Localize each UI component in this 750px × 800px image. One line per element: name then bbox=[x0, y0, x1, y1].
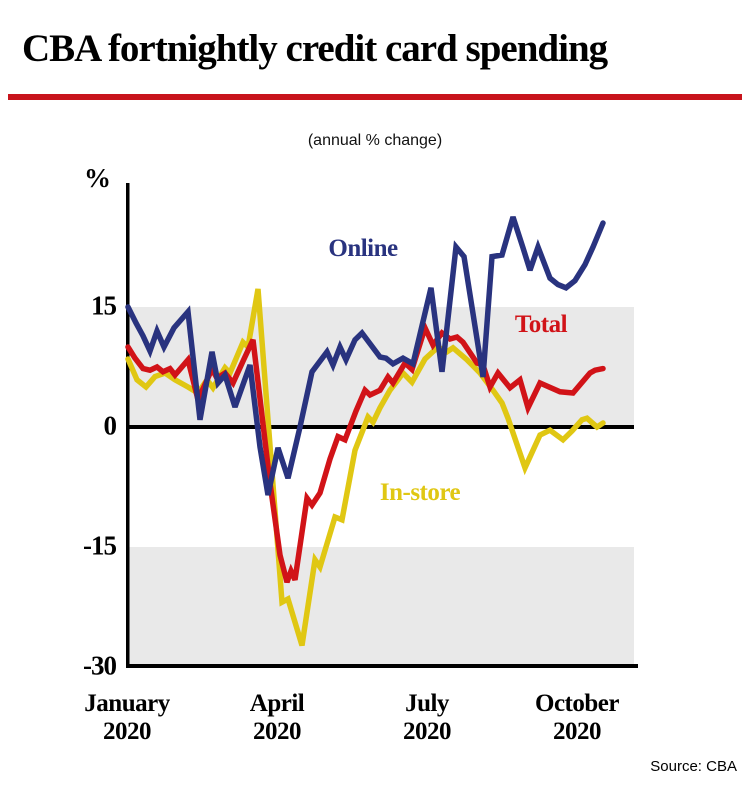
chart-subtitle: (annual % change) bbox=[307, 132, 443, 149]
y-tick-label--15: -15 bbox=[83, 530, 117, 561]
y-axis-line bbox=[126, 183, 130, 668]
x-tick-label-january: January 2020 bbox=[37, 690, 217, 746]
total-series-label: Total bbox=[514, 310, 568, 338]
y-tick-label--30: -30 bbox=[83, 650, 117, 681]
x-tick-label-july: July 2020 bbox=[337, 690, 517, 746]
y-tick-label-15: 15 bbox=[91, 290, 117, 321]
x-tick-month: April bbox=[249, 690, 305, 717]
y-tick-label-0: 0 bbox=[103, 410, 117, 441]
series-line-online bbox=[125, 216, 606, 496]
x-tick-year: 2020 bbox=[403, 718, 452, 745]
x-tick-year: 2020 bbox=[253, 718, 302, 745]
x-axis-line bbox=[128, 664, 638, 668]
page-title: CBA fortnightly credit card spending bbox=[22, 27, 608, 70]
x-tick-month: July bbox=[405, 690, 449, 717]
y-axis-unit-label: % bbox=[84, 163, 111, 193]
x-tick-year: 2020 bbox=[103, 718, 152, 745]
in-store-series-label: In-store bbox=[379, 478, 461, 506]
shaded-band-1 bbox=[128, 547, 634, 667]
source-note: Source: CBA bbox=[650, 758, 737, 775]
x-tick-year: 2020 bbox=[553, 718, 602, 745]
x-tick-month: January bbox=[84, 690, 170, 717]
online-series-label: Online bbox=[328, 234, 398, 262]
x-tick-label-april: April 2020 bbox=[187, 690, 367, 746]
zero-line bbox=[128, 425, 634, 429]
x-tick-month: October bbox=[535, 690, 619, 717]
title-rule bbox=[8, 94, 742, 100]
x-tick-label-october: October 2020 bbox=[487, 690, 667, 746]
